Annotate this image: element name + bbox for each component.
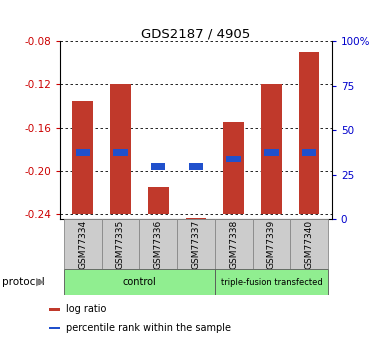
Bar <box>302 149 316 156</box>
Text: protocol: protocol <box>2 277 45 287</box>
Bar <box>185 218 206 219</box>
Bar <box>261 85 282 214</box>
Text: GSM77335: GSM77335 <box>116 219 125 269</box>
Bar <box>253 219 290 269</box>
Bar <box>139 219 177 269</box>
Bar <box>290 219 328 269</box>
Bar <box>50 308 60 310</box>
Bar <box>264 149 279 156</box>
Bar <box>189 163 203 169</box>
Text: control: control <box>123 277 156 287</box>
Bar <box>299 52 319 214</box>
Bar <box>227 156 241 162</box>
Bar <box>113 149 128 156</box>
Bar <box>50 327 60 329</box>
Bar <box>76 149 90 156</box>
Bar <box>151 163 165 169</box>
Bar <box>64 219 102 269</box>
Bar <box>215 219 253 269</box>
Bar <box>102 219 139 269</box>
Text: GSM77334: GSM77334 <box>78 219 87 269</box>
Text: GSM77339: GSM77339 <box>267 219 276 269</box>
Text: GSM77338: GSM77338 <box>229 219 238 269</box>
Text: triple-fusion transfected: triple-fusion transfected <box>220 277 322 287</box>
Text: percentile rank within the sample: percentile rank within the sample <box>66 323 231 333</box>
Text: GSM77337: GSM77337 <box>191 219 201 269</box>
Bar <box>148 187 169 214</box>
Bar <box>223 122 244 214</box>
Bar <box>64 269 215 295</box>
Text: ▶: ▶ <box>36 277 45 287</box>
Bar <box>215 269 328 295</box>
Bar <box>110 85 131 214</box>
Title: GDS2187 / 4905: GDS2187 / 4905 <box>141 27 251 40</box>
Bar <box>73 101 93 214</box>
Text: GSM77340: GSM77340 <box>305 219 314 269</box>
Bar <box>177 219 215 269</box>
Text: GSM77336: GSM77336 <box>154 219 163 269</box>
Text: log ratio: log ratio <box>66 304 106 314</box>
